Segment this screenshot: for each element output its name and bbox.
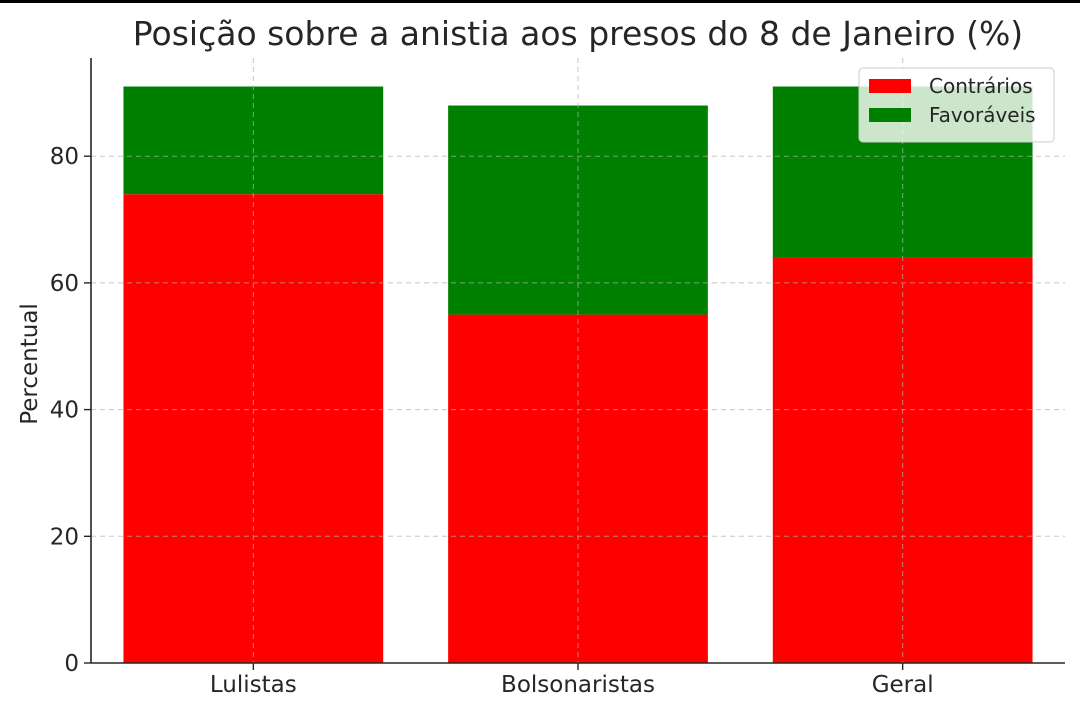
y-ticks: 0 20 40 60 80 (50, 144, 91, 677)
y-tick-label-2: 40 (50, 398, 79, 424)
bar-contrarios-2 (772, 257, 1033, 663)
grid-lines (91, 58, 1065, 663)
x-tick-label-0: Lulistas (210, 672, 297, 698)
x-ticks: Lulistas Bolsonaristas Geral (210, 663, 934, 698)
window-top-border (0, 0, 1080, 3)
legend-label-favoraveis: Favoráveis (929, 103, 1036, 127)
y-tick-label-4: 80 (50, 144, 79, 170)
chart-title: Posição sobre a anistia aos presos do 8 … (133, 14, 1023, 53)
y-axis-label: Percentual (17, 303, 43, 425)
legend-swatch-favoraveis (869, 108, 911, 122)
axes (90, 58, 1065, 664)
x-tick-label-1: Bolsonaristas (501, 672, 655, 698)
y-tick-label-1: 20 (50, 524, 79, 550)
legend-label-contrarios: Contrários (929, 74, 1033, 98)
y-tick-label-3: 60 (50, 271, 79, 297)
legend-swatch-contrarios (869, 79, 911, 93)
legend: Contrários Favoráveis (858, 67, 1055, 143)
x-tick-label-2: Geral (872, 672, 934, 698)
y-tick-label-0: 0 (64, 651, 79, 677)
bar-contrarios-1 (448, 314, 708, 663)
